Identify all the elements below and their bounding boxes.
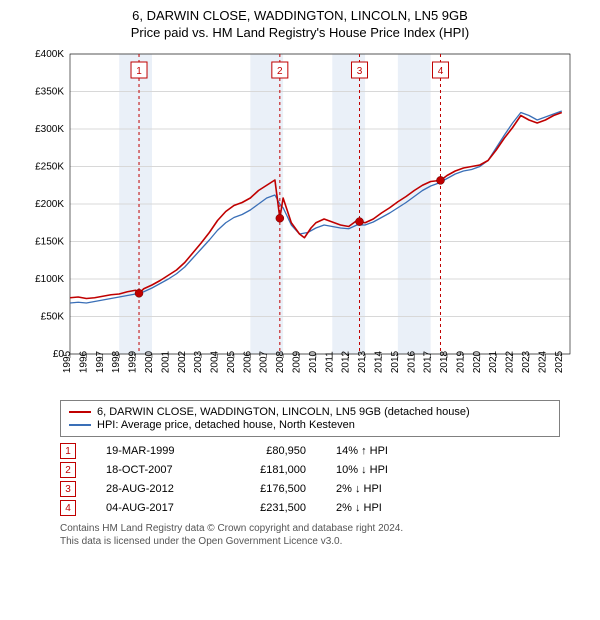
- transaction-diff: 10% ↓ HPI: [336, 464, 416, 476]
- legend-label: 6, DARWIN CLOSE, WADDINGTON, LINCOLN, LN…: [97, 406, 470, 418]
- transaction-badge: 1: [60, 443, 76, 459]
- transaction-row: 4 04-AUG-2017 £231,500 2% ↓ HPI: [60, 500, 560, 516]
- svg-text:4: 4: [438, 66, 444, 77]
- svg-text:1: 1: [136, 66, 142, 77]
- transaction-price: £176,500: [236, 483, 306, 495]
- transaction-price: £231,500: [236, 502, 306, 514]
- footnote: Contains HM Land Registry data © Crown c…: [60, 522, 560, 548]
- transaction-badge: 3: [60, 481, 76, 497]
- legend-swatch: [69, 424, 91, 426]
- transaction-date: 19-MAR-1999: [106, 445, 206, 457]
- transaction-row: 3 28-AUG-2012 £176,500 2% ↓ HPI: [60, 481, 560, 497]
- svg-text:3: 3: [357, 66, 363, 77]
- svg-text:£50K: £50K: [41, 312, 65, 323]
- chart-area: £0£50K£100K£150K£200K£250K£300K£350K£400…: [20, 44, 580, 394]
- transaction-diff: 2% ↓ HPI: [336, 502, 416, 514]
- transaction-date: 28-AUG-2012: [106, 483, 206, 495]
- legend: 6, DARWIN CLOSE, WADDINGTON, LINCOLN, LN…: [60, 400, 560, 437]
- legend-label: HPI: Average price, detached house, Nort…: [97, 419, 355, 431]
- svg-text:£150K: £150K: [35, 237, 64, 248]
- line-chart-svg: £0£50K£100K£150K£200K£250K£300K£350K£400…: [20, 44, 580, 394]
- svg-text:2: 2: [277, 66, 283, 77]
- svg-text:£250K: £250K: [35, 162, 64, 173]
- svg-text:£100K: £100K: [35, 274, 64, 285]
- legend-item: HPI: Average price, detached house, Nort…: [69, 419, 551, 431]
- legend-item: 6, DARWIN CLOSE, WADDINGTON, LINCOLN, LN…: [69, 406, 551, 418]
- transactions-table: 1 19-MAR-1999 £80,950 14% ↑ HPI 2 18-OCT-2007…: [60, 443, 560, 516]
- title-block: 6, DARWIN CLOSE, WADDINGTON, LINCOLN, LN…: [10, 8, 590, 40]
- transaction-date: 18-OCT-2007: [106, 464, 206, 476]
- footnote-line-2: This data is licensed under the Open Gov…: [60, 535, 560, 548]
- transaction-row: 2 18-OCT-2007 £181,000 10% ↓ HPI: [60, 462, 560, 478]
- transaction-price: £181,000: [236, 464, 306, 476]
- transaction-badge: 2: [60, 462, 76, 478]
- transaction-row: 1 19-MAR-1999 £80,950 14% ↑ HPI: [60, 443, 560, 459]
- title-line-2: Price paid vs. HM Land Registry's House …: [10, 25, 590, 40]
- footnote-line-1: Contains HM Land Registry data © Crown c…: [60, 522, 560, 535]
- transaction-diff: 14% ↑ HPI: [336, 445, 416, 457]
- title-line-1: 6, DARWIN CLOSE, WADDINGTON, LINCOLN, LN…: [10, 8, 590, 23]
- svg-text:£400K: £400K: [35, 49, 64, 60]
- legend-swatch: [69, 411, 91, 413]
- svg-text:£350K: £350K: [35, 87, 64, 98]
- transaction-price: £80,950: [236, 445, 306, 457]
- transaction-badge: 4: [60, 500, 76, 516]
- svg-text:£200K: £200K: [35, 199, 64, 210]
- transaction-diff: 2% ↓ HPI: [336, 483, 416, 495]
- svg-text:£300K: £300K: [35, 124, 64, 135]
- transaction-date: 04-AUG-2017: [106, 502, 206, 514]
- chart-container: 6, DARWIN CLOSE, WADDINGTON, LINCOLN, LN…: [0, 0, 600, 556]
